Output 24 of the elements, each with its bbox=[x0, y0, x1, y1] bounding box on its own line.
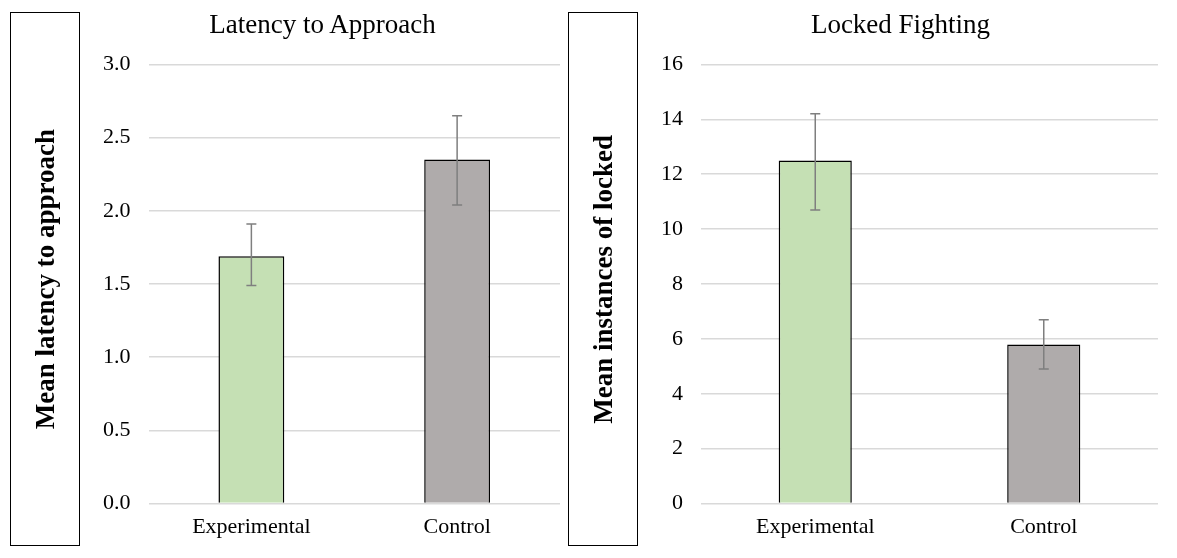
y-tick-label: 10 bbox=[661, 214, 683, 240]
y-tick-label: 12 bbox=[661, 159, 683, 185]
y-axis-title: Mean instances of locked bbox=[587, 134, 619, 424]
y-tick-label: 8 bbox=[672, 269, 683, 295]
y-tick-label: 2.0 bbox=[103, 196, 131, 222]
y-tick-label: 2 bbox=[672, 434, 683, 460]
y-tick-label: 14 bbox=[661, 105, 683, 131]
chart-title: Locked Fighting bbox=[810, 9, 991, 40]
y-tick-label: 0.5 bbox=[103, 416, 131, 442]
y-tick-label: 3.0 bbox=[103, 50, 131, 76]
y-axis-title: Mean latency to approach bbox=[29, 128, 61, 430]
y-tick-label: 0 bbox=[672, 489, 683, 515]
y-tick-label: 1.5 bbox=[103, 269, 131, 295]
x-tick-label: Experimental bbox=[192, 512, 311, 538]
y-tick-label: 4 bbox=[672, 379, 683, 405]
x-tick-label: Experimental bbox=[755, 512, 875, 538]
chart-title: Latency to Approach bbox=[209, 9, 437, 40]
y-tick-label: 1.0 bbox=[103, 342, 131, 368]
x-tick-label: Control bbox=[1010, 512, 1078, 538]
y-tick-label: 6 bbox=[672, 324, 683, 350]
x-tick-label: Control bbox=[423, 512, 491, 538]
y-tick-label: 0.0 bbox=[103, 489, 131, 515]
y-tick-label: 16 bbox=[661, 50, 683, 76]
y-tick-label: 2.5 bbox=[103, 123, 131, 149]
